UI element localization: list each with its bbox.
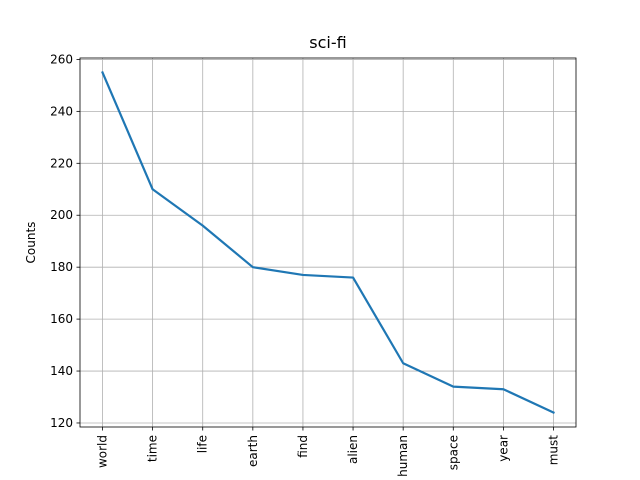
grid-lines <box>80 58 576 427</box>
x-tick-label: human <box>396 435 410 477</box>
x-tick-label: must <box>547 435 561 466</box>
x-tick-label: space <box>446 435 460 470</box>
y-tick-label: 220 <box>50 156 73 170</box>
x-tick-label: year <box>496 435 510 462</box>
x-tick-label: time <box>146 435 160 462</box>
y-tick-label: 200 <box>50 208 73 222</box>
x-axis: world time life earth find alien human space yea… <box>96 427 561 477</box>
plot-frame <box>79 57 577 428</box>
y-tick-label: 120 <box>50 416 73 430</box>
x-tick-label: find <box>296 435 310 458</box>
x-tick-label: world <box>96 435 110 468</box>
series-layer <box>101 70 555 415</box>
y-tick-label: 240 <box>50 104 73 118</box>
chart-title: sci-fi <box>309 33 346 52</box>
x-tick-label: alien <box>346 435 360 464</box>
y-tick-label: 140 <box>50 364 73 378</box>
x-tick-label: life <box>196 435 210 453</box>
y-tick-label: 160 <box>50 312 73 326</box>
y-tick-label: 260 <box>50 52 73 66</box>
y-axis-label: Counts <box>24 222 38 264</box>
x-tick-label: earth <box>246 435 260 467</box>
y-axis: 120 140 160 180 200 220 240 260 <box>50 52 80 430</box>
y-tick-label: 180 <box>50 260 73 274</box>
series-line <box>101 70 555 415</box>
